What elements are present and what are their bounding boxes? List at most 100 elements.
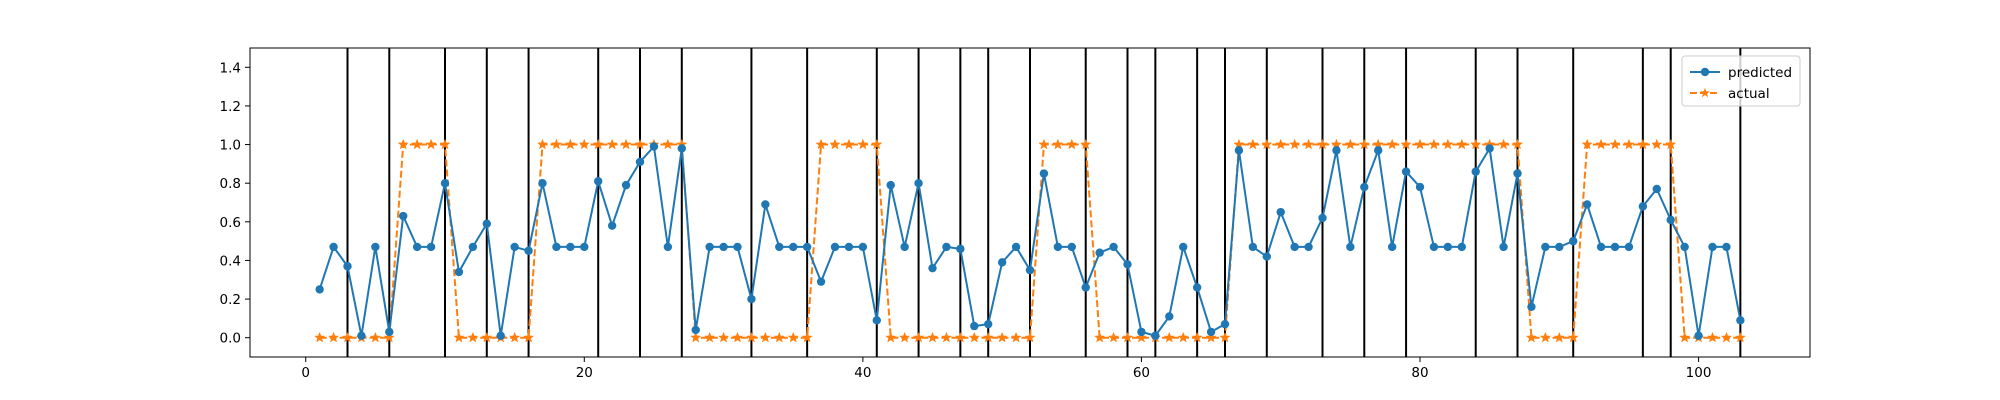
point-predicted-102 — [1736, 316, 1745, 325]
point-predicted-61 — [1165, 312, 1174, 321]
point-actual-4 — [369, 331, 381, 343]
point-actual-16 — [536, 138, 549, 150]
point-actual-11 — [467, 331, 479, 343]
point-actual-71 — [1302, 138, 1315, 150]
y-tick-label-1: 0.2 — [220, 292, 241, 308]
point-actual-100 — [1706, 331, 1719, 343]
point-predicted-12 — [482, 219, 491, 228]
point-actual-6 — [397, 138, 409, 150]
point-predicted-1 — [329, 242, 338, 252]
point-predicted-38 — [844, 242, 854, 252]
point-actual-20 — [592, 138, 604, 150]
point-actual-96 — [1651, 138, 1663, 150]
point-predicted-42 — [900, 242, 909, 252]
point-actual-72 — [1316, 138, 1329, 150]
point-predicted-16 — [538, 178, 547, 188]
series-group — [314, 138, 1746, 343]
point-predicted-92 — [1596, 242, 1606, 252]
x-tick-label-4: 80 — [1411, 365, 1428, 381]
point-predicted-50 — [1011, 242, 1021, 252]
point-predicted-9 — [440, 178, 450, 188]
point-actual-33 — [773, 331, 785, 343]
point-predicted-52 — [1039, 169, 1049, 178]
point-predicted-44 — [928, 263, 937, 273]
point-actual-59 — [1135, 331, 1148, 343]
point-predicted-82 — [1457, 242, 1466, 252]
point-actual-32 — [759, 331, 771, 343]
x-tick-label-0: 0 — [301, 365, 310, 381]
point-predicted-70 — [1290, 242, 1299, 252]
point-actual-5 — [383, 331, 395, 343]
point-actual-94 — [1623, 138, 1635, 150]
point-actual-22 — [620, 138, 632, 150]
point-actual-78 — [1400, 138, 1412, 150]
point-actual-18 — [564, 138, 576, 150]
point-actual-65 — [1219, 331, 1231, 343]
point-actual-88 — [1539, 331, 1551, 343]
point-predicted-85 — [1499, 242, 1508, 252]
point-predicted-97 — [1666, 215, 1675, 225]
point-predicted-93 — [1610, 242, 1620, 252]
point-predicted-60 — [1151, 331, 1160, 340]
point-predicted-10 — [454, 267, 464, 277]
point-predicted-13 — [496, 331, 505, 340]
point-actual-64 — [1205, 331, 1217, 343]
point-actual-95 — [1637, 138, 1649, 150]
point-predicted-94 — [1624, 242, 1634, 252]
point-actual-74 — [1344, 138, 1356, 150]
point-predicted-41 — [886, 180, 895, 190]
legend: predicted actual — [1681, 55, 1801, 107]
point-actual-91 — [1581, 138, 1593, 150]
point-predicted-77 — [1387, 242, 1397, 252]
point-actual-23 — [634, 138, 646, 150]
point-predicted-0 — [315, 285, 324, 294]
point-actual-54 — [1066, 138, 1078, 150]
point-actual-21 — [606, 138, 618, 150]
point-predicted-23 — [635, 157, 645, 167]
point-actual-0 — [314, 331, 326, 343]
point-actual-51 — [1024, 331, 1036, 343]
point-predicted-74 — [1346, 242, 1355, 252]
point-actual-45 — [940, 331, 953, 343]
point-actual-67 — [1247, 138, 1259, 150]
point-predicted-59 — [1137, 327, 1146, 337]
legend-marker-predicted — [1700, 67, 1710, 77]
point-predicted-40 — [872, 316, 881, 325]
y-tick-label-5: 1.0 — [220, 138, 241, 154]
point-predicted-2 — [343, 262, 352, 271]
point-predicted-43 — [914, 178, 923, 188]
point-actual-12 — [481, 331, 493, 343]
series-predicted — [315, 142, 1745, 340]
point-predicted-36 — [816, 277, 826, 286]
point-actual-86 — [1511, 138, 1524, 150]
point-predicted-88 — [1541, 242, 1550, 252]
y-tick-label-4: 0.8 — [220, 176, 241, 192]
point-actual-42 — [899, 331, 911, 343]
point-actual-10 — [453, 331, 465, 343]
point-predicted-25 — [663, 242, 673, 252]
point-predicted-80 — [1429, 242, 1439, 252]
point-actual-101 — [1720, 331, 1733, 343]
point-actual-29 — [717, 331, 730, 343]
point-predicted-53 — [1053, 242, 1063, 252]
point-predicted-51 — [1025, 265, 1035, 275]
x-tick-label-3: 60 — [1133, 365, 1150, 381]
point-predicted-3 — [357, 331, 366, 340]
point-actual-38 — [843, 138, 855, 150]
point-actual-15 — [522, 331, 535, 343]
point-predicted-37 — [830, 242, 840, 252]
x-tick-label-5: 100 — [1686, 365, 1712, 381]
point-predicted-87 — [1527, 302, 1536, 311]
point-predicted-21 — [607, 221, 617, 230]
point-actual-49 — [996, 331, 1008, 343]
point-predicted-84 — [1485, 144, 1494, 153]
y-tick-label-3: 0.6 — [220, 215, 241, 231]
point-actual-36 — [815, 138, 827, 150]
point-predicted-14 — [510, 242, 519, 252]
point-predicted-34 — [789, 242, 798, 252]
point-predicted-96 — [1652, 184, 1661, 194]
point-predicted-31 — [747, 294, 756, 304]
point-predicted-26 — [677, 144, 686, 153]
point-actual-41 — [885, 331, 897, 343]
point-actual-58 — [1121, 331, 1134, 343]
